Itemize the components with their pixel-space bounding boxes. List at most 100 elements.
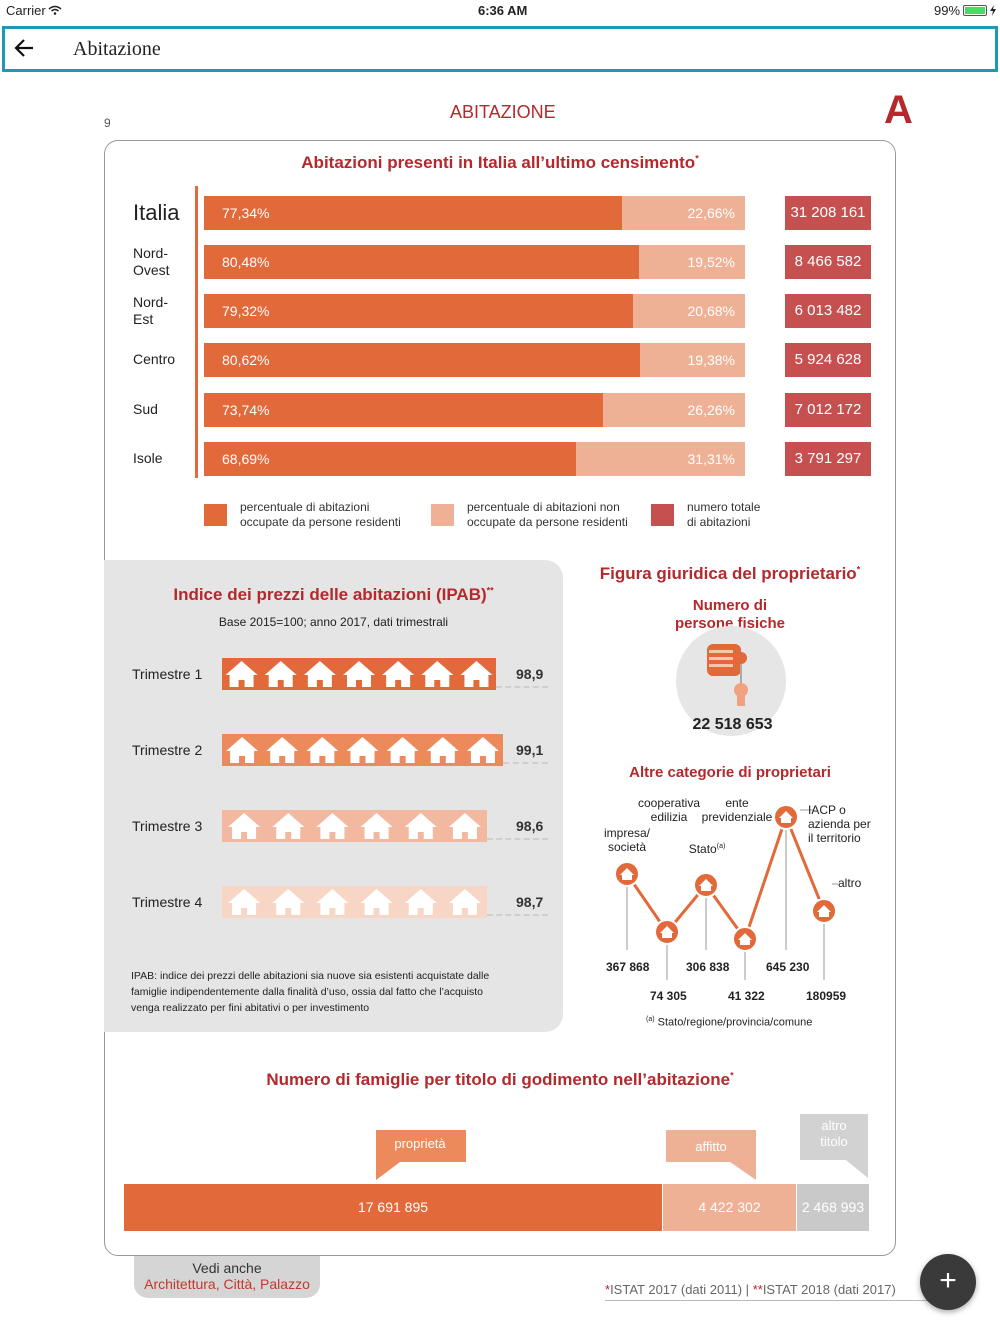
census-total-value: 3 791 297 — [785, 442, 871, 476]
wifi-icon — [48, 5, 62, 15]
census-bar-occupied: 68,69% — [204, 442, 576, 476]
census-total-value: 8 466 582 — [785, 245, 871, 279]
house-icon — [404, 889, 437, 915]
census-bar-occupied: 79,32% — [204, 294, 633, 328]
ipab-quarter-value: 98,9 — [516, 666, 544, 682]
page-header: ABITAZIONE — [450, 102, 556, 122]
owner-label-iacp: IACP o azienda per il territorio — [808, 803, 871, 845]
battery-icon — [963, 5, 987, 16]
house-icon — [404, 813, 437, 839]
carrier-label: Carrier — [6, 3, 46, 18]
census-title: Abitazioni presenti in Italia all’ultimo… — [104, 153, 896, 173]
ipab-title-mark: ** — [486, 585, 494, 596]
ipab-dash-line — [487, 914, 548, 916]
ipab-note: IPAB: indice dei prezzi delle abitazioni… — [131, 970, 490, 1014]
census-bar-row: 79,32% 20,68% — [204, 294, 745, 328]
house-icon — [226, 737, 259, 763]
house-icon — [360, 889, 393, 915]
house-icon — [272, 813, 305, 839]
census-total-value: 6 013 482 — [785, 294, 871, 328]
census-bar-row: 73,74% 26,26% — [204, 393, 745, 427]
census-bar-unoccupied: 26,26% — [603, 393, 745, 427]
census-bar-unoccupied: 19,52% — [639, 245, 745, 279]
owner-label-ente: ente previdenziale — [701, 796, 773, 824]
census-bar-unoccupied: 31,31% — [576, 442, 745, 476]
census-bar-occupied: 80,62% — [204, 343, 640, 377]
house-icon — [266, 737, 299, 763]
house-icon — [448, 889, 481, 915]
house-icon — [699, 879, 713, 891]
ipab-title-text: Indice dei prezzi delle abitazioni (IPAB… — [173, 585, 487, 604]
owner-value-cooperativa: 74 305 — [650, 989, 687, 1003]
section-letter: A — [884, 88, 913, 132]
ipab-dash-line — [503, 762, 548, 764]
other-owners-title: Altre categorie di proprietari — [629, 764, 831, 781]
house-icon — [421, 661, 454, 687]
ipab-quarter-value: 98,7 — [516, 894, 544, 910]
house-icon — [316, 889, 349, 915]
census-total-value: 7 012 172 — [785, 393, 871, 427]
legend-swatch-occupied — [204, 504, 227, 526]
owner-value-ente: 41 322 — [728, 989, 765, 1003]
see-also-links[interactable]: Architettura, Città, Palazzo — [144, 1276, 310, 1292]
other-owners-chart — [614, 804, 838, 980]
census-title-text: Abitazioni presenti in Italia all’ultimo… — [301, 153, 696, 172]
callout-affitto — [666, 1130, 756, 1180]
house-icon — [264, 661, 297, 687]
legend-label-occupied: percentuale di abitazioni occupate da pe… — [240, 500, 401, 529]
source1-mark: * — [605, 1282, 611, 1297]
house-icon — [360, 813, 393, 839]
owner-title-text: Figura giuridica del proprietario — [599, 564, 857, 583]
source1: ISTAT 2017 (dati 2011) | — [610, 1282, 750, 1297]
families-title-text: Numero di famiglie per titolo di godimen… — [266, 1070, 731, 1089]
owner-label-stato-text: Stato — [688, 842, 717, 856]
owner-value-impresa: 367 868 — [606, 960, 650, 974]
house-icon — [466, 737, 499, 763]
source2-mark: ** — [752, 1282, 763, 1297]
census-bar-occupied: 73,74% — [204, 393, 603, 427]
house-icon — [306, 737, 339, 763]
legend-label-total: numero totale di abitazioni — [687, 500, 761, 529]
owner-line — [625, 812, 826, 943]
house-icon — [343, 661, 375, 687]
ipab-quarter-label: Trimestre 2 — [132, 742, 203, 758]
ipab-house-bar — [222, 886, 487, 918]
segment-label-proprieta: proprietà — [394, 1136, 446, 1151]
census-total-value: 5 924 628 — [785, 343, 871, 377]
owner-footnote-text: Stato/regione/provincia/comune — [657, 1016, 813, 1029]
census-region-label: Nord- Ovest — [133, 245, 170, 278]
status-bar: Carrier 6:36 AM 99% — [0, 0, 1000, 22]
segment-label-affitto: affitto — [695, 1139, 727, 1154]
owner-value-stato: 306 838 — [686, 960, 730, 974]
ipab-quarter-label: Trimestre 1 — [132, 666, 203, 682]
census-bar-row: 68,69% 31,31% — [204, 442, 745, 476]
ipab-house-bar — [222, 658, 496, 690]
census-bar-row: 80,48% 19,52% — [204, 245, 745, 279]
owner-label-altro: altro — [838, 876, 862, 890]
house-icon — [460, 661, 493, 687]
navigation-bar: Abitazione — [2, 26, 998, 72]
census-title-mark: * — [695, 153, 699, 164]
house-icon — [448, 813, 481, 839]
owner-label-stato-mark: (a) — [716, 843, 726, 850]
families-title-mark: * — [730, 1070, 734, 1081]
ipab-title: Indice dei prezzi delle abitazioni (IPAB… — [104, 585, 563, 605]
house-icon — [346, 737, 379, 763]
plus-icon: + — [939, 1264, 957, 1297]
back-button[interactable] — [13, 38, 35, 58]
persons-value: 22 518 653 — [692, 716, 773, 733]
house-icon — [382, 661, 415, 687]
ipab-house-bar — [222, 810, 487, 842]
sources: *ISTAT 2017 (dati 2011) | **ISTAT 2018 (… — [605, 1282, 935, 1301]
ipab-subtitle: Base 2015=100; anno 2017, dati trimestra… — [218, 615, 449, 629]
owner-value-altro: 180959 — [806, 989, 847, 1003]
add-button[interactable]: + — [920, 1254, 976, 1310]
owner-title-mark: * — [856, 564, 861, 575]
legend-swatch-unoccupied — [431, 504, 454, 526]
house-icon — [228, 813, 261, 839]
callout-altro-titolo — [800, 1114, 868, 1178]
callout-proprieta — [376, 1130, 466, 1180]
see-also-box[interactable]: Vedi anche Architettura, Città, Palazzo — [134, 1256, 320, 1298]
census-total-value: 31 208 161 — [785, 196, 871, 230]
house-icon — [272, 889, 305, 915]
